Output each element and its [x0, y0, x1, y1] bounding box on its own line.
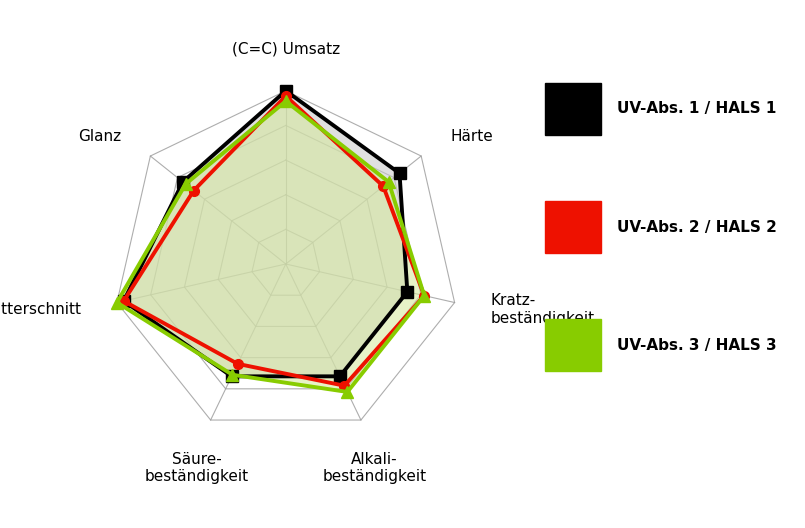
Text: UV-Abs. 2 / HALS 2: UV-Abs. 2 / HALS 2: [617, 220, 777, 234]
Text: Kratz-
beständigkeit: Kratz- beständigkeit: [490, 293, 594, 326]
Polygon shape: [124, 91, 407, 376]
Bar: [544, 319, 601, 371]
Text: Alkali-
beständigkeit: Alkali- beständigkeit: [322, 451, 427, 484]
Bar: [544, 83, 601, 135]
Text: (C=C) Umsatz: (C=C) Umsatz: [232, 41, 340, 56]
Text: UV-Abs. 3 / HALS 3: UV-Abs. 3 / HALS 3: [617, 338, 776, 353]
Text: Härte: Härte: [451, 129, 493, 144]
Polygon shape: [117, 101, 424, 392]
Text: UV-Abs. 1 / HALS 1: UV-Abs. 1 / HALS 1: [617, 101, 776, 116]
Bar: [544, 201, 601, 253]
Text: Gitterschnitt: Gitterschnitt: [0, 302, 81, 317]
Text: Glanz: Glanz: [77, 129, 121, 144]
Text: Säure-
beständigkeit: Säure- beständigkeit: [145, 451, 250, 484]
